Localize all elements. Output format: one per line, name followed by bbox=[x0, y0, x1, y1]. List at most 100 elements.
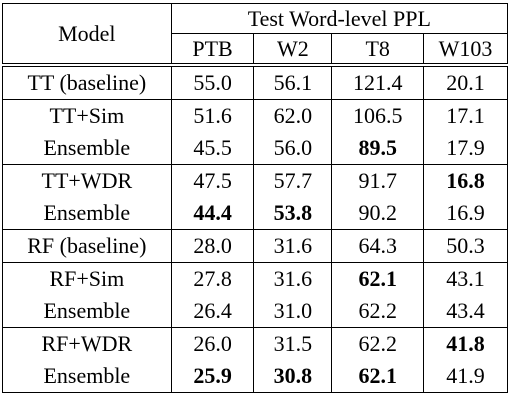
row-model-name: TT (baseline) bbox=[2, 63, 172, 100]
cell-value: 17.9 bbox=[423, 132, 508, 165]
cell-value: 45.5 bbox=[170, 132, 255, 165]
cell-value: 31.5 bbox=[253, 327, 333, 360]
cell-value-text: 31.6 bbox=[273, 233, 313, 258]
cell-value: 62.1 bbox=[331, 262, 425, 295]
cell-value: 51.6 bbox=[170, 99, 255, 132]
cell-value: 31.0 bbox=[253, 295, 333, 328]
header-test-ppl: Test Word-level PPL bbox=[170, 3, 508, 34]
results-table-body: TT (baseline) 55.0 56.1 121.4 20.1 TT+Sim 51.6… bbox=[2, 63, 508, 393]
cell-value-text: 16.9 bbox=[446, 200, 485, 225]
cell-value: 89.5 bbox=[331, 132, 425, 165]
table-row: Ensemble 25.9 30.8 62.1 41.9 bbox=[2, 360, 508, 393]
cell-value: 57.7 bbox=[253, 164, 333, 197]
cell-value-text: 44.4 bbox=[193, 200, 232, 225]
cell-value: 30.8 bbox=[253, 360, 333, 393]
cell-value-text: 50.3 bbox=[446, 233, 485, 258]
table-row: RF+Sim 27.8 31.6 62.1 43.1 bbox=[2, 262, 508, 295]
cell-value-text: 62.1 bbox=[358, 363, 397, 388]
table-row: Ensemble 45.5 56.0 89.5 17.9 bbox=[2, 132, 508, 165]
cell-value: 16.8 bbox=[423, 164, 508, 197]
cell-value: 56.1 bbox=[253, 63, 333, 100]
cell-value: 16.9 bbox=[423, 197, 508, 230]
header-col-t8: T8 bbox=[331, 33, 425, 65]
cell-value: 106.5 bbox=[331, 99, 425, 132]
results-table: Model Test Word-level PPL PTB W2 T8 W103… bbox=[2, 3, 508, 393]
cell-value: 43.1 bbox=[423, 262, 508, 295]
cell-value-text: 41.9 bbox=[446, 363, 485, 388]
cell-value: 31.6 bbox=[253, 262, 333, 295]
table-row: Ensemble 26.4 31.0 62.2 43.4 bbox=[2, 295, 508, 328]
cell-value: 28.0 bbox=[170, 229, 255, 263]
cell-value-text: 20.1 bbox=[446, 70, 485, 95]
cell-value: 31.6 bbox=[253, 229, 333, 263]
cell-value-text: 26.0 bbox=[193, 331, 232, 356]
cell-value: 62.0 bbox=[253, 99, 333, 132]
cell-value: 121.4 bbox=[331, 63, 425, 100]
cell-value-text: 53.8 bbox=[273, 200, 313, 225]
cell-value: 44.4 bbox=[170, 197, 255, 230]
cell-value-text: 43.4 bbox=[446, 298, 485, 323]
cell-value: 26.0 bbox=[170, 327, 255, 360]
header-col-w103: W103 bbox=[423, 33, 508, 65]
cell-value-text: 121.4 bbox=[352, 70, 403, 95]
cell-value: 64.3 bbox=[331, 229, 425, 263]
row-model-name: TT+WDR bbox=[2, 164, 172, 197]
header-col-w2: W2 bbox=[253, 33, 333, 65]
row-model-name: Ensemble bbox=[2, 132, 172, 165]
cell-value-text: 62.2 bbox=[358, 298, 397, 323]
cell-value-text: 31.5 bbox=[273, 331, 313, 356]
cell-value: 62.2 bbox=[331, 295, 425, 328]
cell-value-text: 55.0 bbox=[193, 70, 232, 95]
cell-value-text: 106.5 bbox=[352, 103, 403, 128]
header-col-ptb: PTB bbox=[170, 33, 255, 65]
cell-value-text: 51.6 bbox=[193, 103, 232, 128]
cell-value: 53.8 bbox=[253, 197, 333, 230]
row-model-name: Ensemble bbox=[2, 295, 172, 328]
cell-value: 17.1 bbox=[423, 99, 508, 132]
cell-value-text: 56.1 bbox=[273, 70, 313, 95]
cell-value-text: 41.8 bbox=[446, 331, 485, 356]
cell-value: 91.7 bbox=[331, 164, 425, 197]
cell-value: 43.4 bbox=[423, 295, 508, 328]
cell-value-text: 62.1 bbox=[358, 266, 397, 291]
row-model-name: Ensemble bbox=[2, 197, 172, 230]
cell-value: 55.0 bbox=[170, 63, 255, 100]
cell-value: 50.3 bbox=[423, 229, 508, 263]
table-row: RF+WDR 26.0 31.5 62.2 41.8 bbox=[2, 327, 508, 360]
row-model-name: RF+WDR bbox=[2, 327, 172, 360]
cell-value-text: 90.2 bbox=[358, 200, 397, 225]
cell-value-text: 62.2 bbox=[358, 331, 397, 356]
cell-value-text: 31.0 bbox=[273, 298, 313, 323]
cell-value-text: 26.4 bbox=[193, 298, 232, 323]
cell-value-text: 89.5 bbox=[358, 135, 397, 160]
cell-value-text: 64.3 bbox=[358, 233, 397, 258]
cell-value-text: 43.1 bbox=[446, 266, 485, 291]
cell-value-text: 57.7 bbox=[273, 168, 313, 193]
cell-value-text: 56.0 bbox=[273, 135, 313, 160]
cell-value-text: 91.7 bbox=[358, 168, 397, 193]
cell-value-text: 17.9 bbox=[446, 135, 485, 160]
table-row: TT (baseline) 55.0 56.1 121.4 20.1 bbox=[2, 63, 508, 100]
cell-value: 62.2 bbox=[331, 327, 425, 360]
cell-value-text: 47.5 bbox=[193, 168, 232, 193]
table-row: RF (baseline) 28.0 31.6 64.3 50.3 bbox=[2, 229, 508, 263]
cell-value-text: 31.6 bbox=[273, 266, 313, 291]
cell-value: 47.5 bbox=[170, 164, 255, 197]
cell-value: 90.2 bbox=[331, 197, 425, 230]
table-row: TT+WDR 47.5 57.7 91.7 16.8 bbox=[2, 164, 508, 197]
cell-value: 56.0 bbox=[253, 132, 333, 165]
cell-value-text: 27.8 bbox=[193, 266, 232, 291]
row-model-name: RF+Sim bbox=[2, 262, 172, 295]
cell-value: 41.9 bbox=[423, 360, 508, 393]
row-model-name: Ensemble bbox=[2, 360, 172, 393]
cell-value-text: 16.8 bbox=[446, 168, 485, 193]
cell-value-text: 25.9 bbox=[193, 363, 232, 388]
cell-value-text: 30.8 bbox=[273, 363, 313, 388]
cell-value: 25.9 bbox=[170, 360, 255, 393]
cell-value-text: 45.5 bbox=[193, 135, 232, 160]
cell-value-text: 17.1 bbox=[446, 103, 485, 128]
cell-value-text: 28.0 bbox=[193, 233, 232, 258]
results-table-container: Model Test Word-level PPL PTB W2 T8 W103… bbox=[2, 3, 508, 393]
cell-value: 27.8 bbox=[170, 262, 255, 295]
cell-value-text: 62.0 bbox=[273, 103, 313, 128]
